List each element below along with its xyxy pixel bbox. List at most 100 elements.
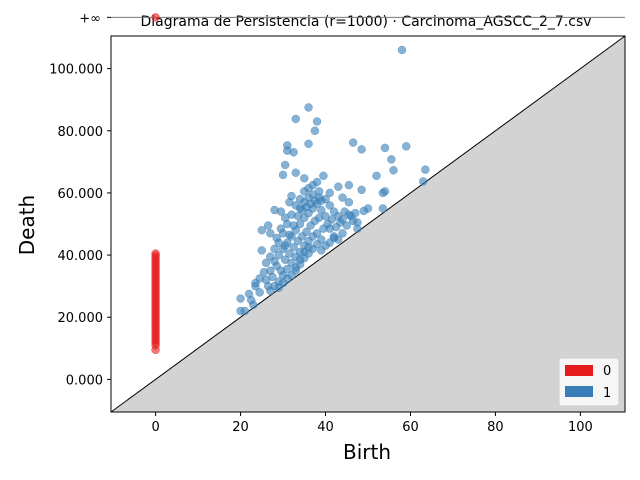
chart-title: Diagrama de Persistencia (r=1000) · Carc…	[140, 14, 591, 30]
point-dim1	[418, 177, 428, 186]
x-tick-label: 60	[402, 420, 419, 435]
point-dim1	[338, 229, 347, 238]
point-dim1	[280, 213, 290, 223]
point-dim1	[283, 264, 292, 274]
point-dim1	[348, 216, 358, 226]
point-dim1	[321, 211, 330, 221]
x-tick-label: 40	[317, 420, 334, 435]
x-tick-label: 20	[232, 420, 249, 435]
point-dim1	[325, 188, 335, 198]
point-dim1	[278, 170, 288, 180]
y-tick-label: 20.000	[58, 311, 104, 326]
point-dim1	[291, 168, 301, 177]
legend: 0 1	[558, 357, 620, 407]
point-dim1	[259, 267, 269, 277]
point-dim1	[276, 224, 286, 233]
point-dim1	[342, 221, 352, 230]
point-dim1	[270, 244, 279, 254]
axes-frame	[110, 35, 626, 413]
point-dim1	[249, 300, 258, 310]
point-dim1	[236, 294, 245, 303]
point-dim1	[312, 239, 322, 249]
point-dim1	[329, 233, 339, 243]
point-dim1	[359, 206, 369, 216]
point-dim1	[304, 243, 313, 252]
point-dim1	[338, 193, 347, 202]
diagonal-line	[110, 35, 626, 413]
point-dim1	[272, 233, 281, 243]
point-dim1	[421, 165, 430, 174]
y-tick-label: 60.000	[58, 187, 104, 202]
point-dim1	[378, 204, 388, 213]
y-tick-label: 100.000	[49, 63, 103, 78]
point-dim1	[353, 224, 362, 233]
x-tick-label: 100	[568, 420, 593, 435]
point-dim1	[266, 252, 275, 261]
point-dim1	[312, 229, 322, 238]
y-tick-label: 0.000	[66, 373, 103, 388]
plot-area	[110, 13, 626, 413]
point-dim1	[289, 221, 298, 230]
point-dim1	[310, 126, 320, 136]
y-tick-label: 80.000	[58, 125, 104, 140]
x-tick-label: 80	[487, 420, 504, 435]
point-dim1	[308, 180, 318, 190]
point-dim1	[263, 221, 273, 230]
point-dim1	[280, 241, 290, 251]
point-dim1	[378, 188, 388, 198]
legend-swatch-1	[565, 386, 593, 397]
point-dim1	[387, 155, 396, 164]
point-dim1	[325, 201, 335, 210]
point-dim1	[255, 288, 264, 297]
point-dim0	[151, 13, 160, 22]
point-dim1	[338, 215, 347, 224]
point-dim1	[300, 174, 309, 183]
point-dim1	[251, 278, 260, 288]
infinity-tick-label: +∞	[79, 11, 101, 26]
point-dim1	[291, 263, 301, 272]
point-dim1	[240, 306, 250, 316]
point-dim1	[401, 142, 411, 151]
point-dim1	[344, 197, 354, 207]
point-dim1	[302, 227, 311, 237]
ticks-layer: 0 20 40 60 80 100 0.000 20.000 40.000 60.000 80.00…	[49, 16, 593, 435]
legend-label-1: 1	[603, 386, 611, 401]
point-dim1	[291, 114, 301, 124]
legend-label-0: 0	[603, 364, 611, 379]
point-dim1	[304, 103, 313, 112]
point-dim1	[295, 255, 305, 264]
point-dim1	[357, 145, 366, 154]
point-dim1	[372, 171, 381, 181]
point-dim1	[344, 210, 354, 219]
point-dim1	[266, 229, 275, 238]
point-dim1	[380, 143, 390, 153]
y-axis-title: Death	[15, 195, 39, 255]
point-dim1	[334, 182, 343, 191]
point-dim1	[312, 117, 322, 126]
point-dim1	[314, 193, 324, 202]
point-dim1	[304, 139, 313, 149]
point-dim1	[285, 197, 294, 207]
point-dim1	[319, 171, 328, 181]
point-dim1	[389, 165, 398, 175]
point-dim0	[151, 345, 160, 355]
point-dim1	[268, 272, 277, 282]
y-tick-label: 40.000	[58, 249, 104, 264]
point-dim1	[280, 160, 290, 170]
point-dim1	[317, 246, 326, 255]
point-dim1	[289, 243, 298, 252]
point-dim1	[317, 205, 326, 215]
point-dim1	[357, 185, 366, 195]
legend-swatch-0	[565, 365, 593, 376]
point-dim1	[348, 138, 358, 147]
x-tick-label: 0	[151, 420, 159, 435]
point-dim1	[261, 258, 271, 268]
point-dim1	[325, 224, 335, 233]
point-dim1	[274, 250, 284, 260]
point-dim1	[276, 207, 286, 216]
point-dim1	[257, 246, 267, 255]
point-dim1	[257, 225, 267, 235]
point-dim1	[344, 180, 354, 190]
point-dim1	[293, 211, 303, 221]
